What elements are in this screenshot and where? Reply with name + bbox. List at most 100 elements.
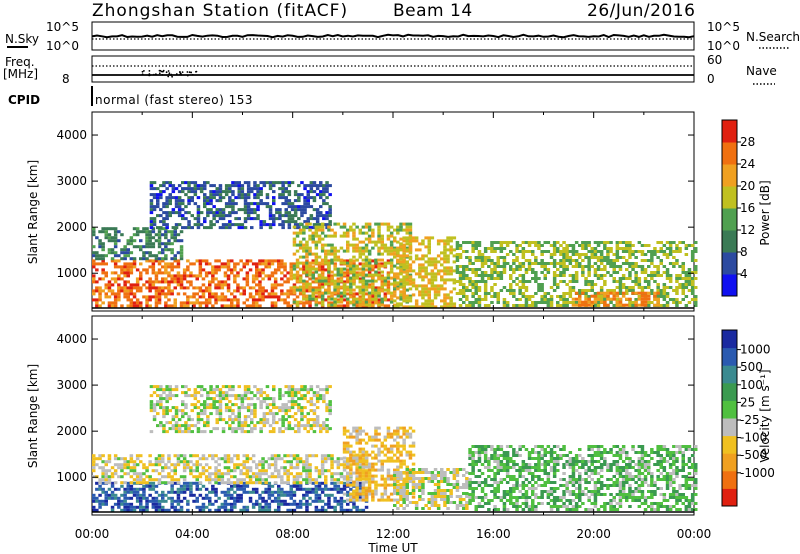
heatmap-cell bbox=[320, 228, 325, 232]
heatmap-cell bbox=[126, 490, 130, 494]
heatmap-cell bbox=[596, 295, 601, 298]
heatmap-cell bbox=[142, 230, 146, 234]
heatmap-cell bbox=[631, 304, 635, 307]
heatmap-cell bbox=[145, 230, 149, 234]
heatmap-cell bbox=[182, 484, 187, 488]
heatmap-cell bbox=[295, 279, 300, 283]
heatmap-cell bbox=[120, 484, 124, 488]
heatmap-cell bbox=[524, 301, 529, 304]
heatmap-cell bbox=[399, 257, 403, 261]
heatmap-cell bbox=[322, 427, 326, 431]
heatmap-cell bbox=[149, 430, 154, 434]
heatmap-cell bbox=[446, 272, 450, 276]
heatmap-cell bbox=[215, 190, 219, 194]
heatmap-cell bbox=[142, 505, 146, 509]
heatmap-cell bbox=[195, 292, 199, 296]
heatmap-cell bbox=[184, 211, 188, 215]
heatmap-cell bbox=[336, 490, 341, 494]
heatmap-cell bbox=[233, 289, 237, 293]
heatmap-cell bbox=[389, 225, 394, 229]
heatmap-cell bbox=[250, 427, 254, 431]
heatmap-cell bbox=[226, 454, 231, 458]
heatmap-cell bbox=[228, 205, 232, 209]
heatmap-cell bbox=[328, 211, 332, 215]
heatmap-cell bbox=[104, 283, 108, 287]
heatmap-cell bbox=[107, 454, 112, 458]
heatmap-cell bbox=[399, 260, 403, 264]
heatmap-cell bbox=[253, 403, 257, 407]
heatmap-cell bbox=[599, 262, 604, 265]
heatmap-cell bbox=[521, 241, 526, 244]
heatmap-cell bbox=[292, 276, 297, 280]
heatmap-cell bbox=[230, 301, 234, 305]
heatmap-cell bbox=[193, 187, 198, 191]
heatmap-cell bbox=[272, 406, 276, 410]
heatmap-cell bbox=[314, 270, 319, 274]
heatmap-cell bbox=[165, 205, 169, 209]
heatmap-cell bbox=[231, 403, 235, 407]
heatmap-cell bbox=[443, 245, 447, 249]
heatmap-cell bbox=[621, 274, 626, 277]
heatmap-cell bbox=[474, 283, 478, 286]
heatmap-cell bbox=[195, 463, 199, 467]
heatmap-cell bbox=[352, 243, 356, 247]
heatmap-cell bbox=[212, 190, 216, 194]
heatmap-cell bbox=[157, 502, 162, 506]
heatmap-cell bbox=[168, 421, 172, 425]
heatmap-cell bbox=[209, 223, 213, 227]
heatmap-cell bbox=[95, 487, 99, 491]
heatmap-cell bbox=[358, 249, 362, 253]
heatmap-cell bbox=[196, 385, 201, 389]
heatmap-cell bbox=[449, 305, 453, 309]
heatmap-cell bbox=[245, 472, 250, 476]
heatmap-cell bbox=[98, 478, 102, 482]
heatmap-cell bbox=[132, 295, 137, 299]
heatmap-cell bbox=[603, 274, 607, 277]
heatmap-cell bbox=[265, 406, 270, 410]
heatmap-cell bbox=[402, 228, 406, 232]
heatmap-cell bbox=[418, 290, 422, 294]
heatmap-cell bbox=[342, 285, 347, 289]
heatmap-cell bbox=[239, 508, 243, 512]
heatmap-cell bbox=[195, 505, 199, 509]
heatmap-cell bbox=[524, 289, 529, 292]
heatmap-cell bbox=[672, 289, 676, 292]
heatmap-cell bbox=[187, 190, 191, 194]
heatmap-cell bbox=[465, 304, 469, 307]
heatmap-cell bbox=[380, 289, 384, 293]
heatmap-cell bbox=[309, 388, 314, 392]
heatmap-cell bbox=[621, 247, 626, 250]
heatmap-cell bbox=[145, 301, 149, 305]
heatmap-cell bbox=[462, 295, 466, 298]
heatmap-cell bbox=[230, 298, 234, 302]
heatmap-cell bbox=[574, 303, 579, 307]
heatmap-cell bbox=[120, 502, 124, 506]
heatmap-cell bbox=[477, 274, 482, 277]
heatmap-cell bbox=[405, 275, 409, 279]
heatmap-cell bbox=[151, 487, 156, 491]
heatmap-cell bbox=[684, 304, 689, 307]
heatmap-cell bbox=[256, 208, 260, 212]
heatmap-cell bbox=[571, 274, 576, 277]
heatmap-cell bbox=[198, 271, 203, 275]
heatmap-cell bbox=[181, 400, 185, 404]
heatmap-cell bbox=[298, 222, 303, 226]
heatmap-cell bbox=[300, 214, 304, 218]
heatmap-cell bbox=[443, 302, 447, 306]
heatmap-cell bbox=[314, 252, 319, 256]
heatmap-cell bbox=[258, 481, 262, 485]
heatmap-cell bbox=[308, 234, 312, 238]
heatmap-cell bbox=[355, 475, 359, 479]
heatmap-cell bbox=[297, 409, 301, 413]
heatmap-cell bbox=[640, 303, 645, 307]
heatmap-cell bbox=[243, 205, 248, 209]
heatmap-cell bbox=[521, 274, 526, 277]
heatmap-cell bbox=[92, 230, 96, 234]
heatmap-cell bbox=[383, 297, 388, 301]
heatmap-cell bbox=[512, 253, 516, 256]
heatmap-cell bbox=[672, 241, 676, 244]
heatmap-cell bbox=[145, 268, 149, 272]
heatmap-cell bbox=[123, 283, 127, 287]
heatmap-cell bbox=[427, 242, 431, 246]
heatmap-cell bbox=[675, 247, 679, 250]
